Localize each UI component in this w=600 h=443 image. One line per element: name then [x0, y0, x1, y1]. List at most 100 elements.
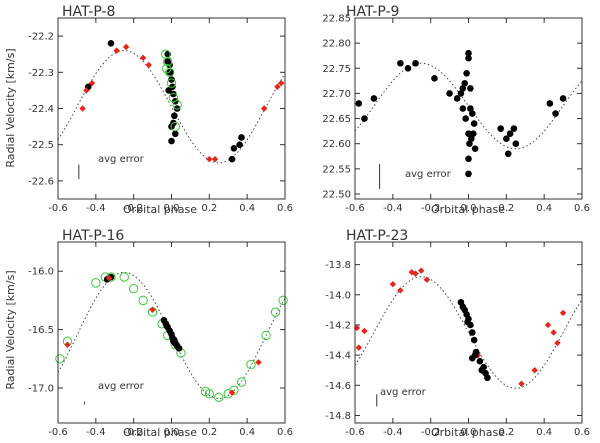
x-tick-label: 0.6 [277, 427, 293, 438]
data-point-red [361, 327, 368, 335]
data-point-red [531, 367, 538, 374]
y-tick-label: -22.2 [28, 32, 54, 43]
y-tick-label: -16.5 [28, 325, 54, 336]
model-curve [57, 50, 286, 164]
data-point-red [278, 79, 285, 87]
data-point-black [552, 110, 559, 117]
data-point-green [55, 354, 65, 364]
data-point-black [453, 95, 461, 102]
x-tick-label: 0.0 [461, 203, 477, 214]
data-point-black [512, 140, 520, 147]
y-ticks: -22.2 -22.3 -22.4 -22.5 -22.6 [28, 32, 285, 187]
data-point-black [173, 105, 181, 112]
data-point-black [230, 145, 238, 152]
data-point-black [468, 135, 475, 142]
data-point-green [278, 295, 288, 306]
data-point-black [465, 130, 472, 137]
data-point-red [113, 47, 120, 54]
data-point-black [467, 85, 474, 92]
data-point-black [503, 135, 510, 142]
data-point-red [559, 309, 567, 317]
data-point-black [462, 115, 469, 122]
data-point-black [171, 336, 178, 344]
data-point-green [128, 284, 139, 294]
x-tick-label: 0.6 [574, 427, 590, 438]
x-tick-label: 0.4 [536, 203, 552, 214]
data-point-black [238, 134, 245, 141]
data-point-black [468, 110, 476, 117]
y-tick-label: 22.65 [322, 114, 351, 125]
data-point-red [64, 341, 71, 348]
data-point-green [236, 377, 247, 387]
data-point-green [170, 121, 180, 132]
x-axis-label: Orbital phase [431, 426, 505, 439]
y-tick-label: -22.4 [28, 104, 54, 115]
panel-hat-p-9: HAT-P-9 22.8522.8022.7522.7022.6522.6022… [322, 4, 590, 216]
data-point-black [459, 85, 467, 92]
data-point-black [471, 145, 479, 153]
x-tick-label: -0.4 [383, 427, 403, 438]
data-point-green [229, 385, 239, 396]
x-tick-label: 0.4 [536, 427, 552, 438]
y-tick-label: -14.4 [325, 351, 351, 362]
data-point-black [504, 150, 512, 158]
data-point-green [168, 92, 179, 103]
data-point-black [107, 40, 115, 47]
data-point-green [270, 307, 281, 317]
y-ticks: -13.8 -14.0 -14.2 -14.4 -14.6 -14.8 [325, 260, 582, 422]
data-point-red [145, 61, 152, 69]
data-point-black [471, 351, 479, 359]
data-point-black [457, 90, 465, 97]
data-point-black [510, 125, 518, 132]
panel-title: HAT-P-16 [62, 228, 124, 244]
panel-title: HAT-P-23 [346, 228, 408, 244]
y-ticks: -16.0 -16.5 -17.0 [28, 267, 285, 394]
data-point-red [139, 54, 147, 62]
data-point-green [166, 78, 177, 88]
data-point-black [465, 170, 472, 178]
data-point-green [261, 330, 271, 341]
data-point-red [255, 359, 262, 366]
x-tick-label: -0.2 [421, 203, 441, 214]
data-point-black [171, 112, 178, 120]
data-point-black [355, 100, 363, 107]
data-point-black [236, 141, 243, 148]
y-tick-label: -17.0 [28, 383, 54, 394]
data-point-black [476, 357, 484, 365]
y-ticks: 22.85 22.80 22.75 22.70 22.65 22.60 22.55 22.50 [322, 14, 582, 200]
x-tick-label: 0.2 [201, 203, 217, 214]
data-point-red [418, 267, 425, 274]
x-tick-label: -0.2 [124, 203, 144, 214]
data-point-black [170, 90, 177, 98]
data-point-black [446, 90, 453, 97]
data-points [79, 40, 285, 163]
data-point-black [163, 322, 171, 330]
x-tick-label: 0.6 [574, 203, 590, 214]
x-tick-label: 0.4 [239, 203, 255, 214]
data-point-black [469, 130, 477, 137]
data-point-black [466, 140, 473, 147]
data-point-black [467, 105, 474, 112]
y-tick-label: -16.0 [28, 267, 54, 278]
data-point-red [397, 287, 404, 294]
data-point-red [105, 275, 113, 282]
data-point-black [461, 80, 469, 87]
plot-frame [354, 17, 583, 200]
data-point-black [470, 120, 478, 127]
data-point-black [459, 105, 467, 112]
x-tick-label: 0.0 [461, 427, 477, 438]
y-tick-label: -14.2 [325, 320, 351, 331]
data-point-black [165, 87, 172, 94]
data-point-black [168, 76, 175, 83]
data-point-black [470, 336, 478, 344]
data-point-green [163, 56, 173, 67]
x-ticks: -0.6 -0.4 -0.2 0.0 0.2 0.4 0.6 [48, 18, 293, 214]
x-tick-label: 0.0 [164, 427, 180, 438]
data-point-black [404, 64, 412, 72]
data-point-green [119, 272, 129, 282]
x-tick-label: -0.6 [345, 203, 365, 214]
y-tick-label: 22.55 [322, 164, 351, 175]
data-point-green [172, 100, 182, 110]
y-tick-label: 22.50 [322, 189, 351, 200]
data-point-green [161, 49, 171, 59]
